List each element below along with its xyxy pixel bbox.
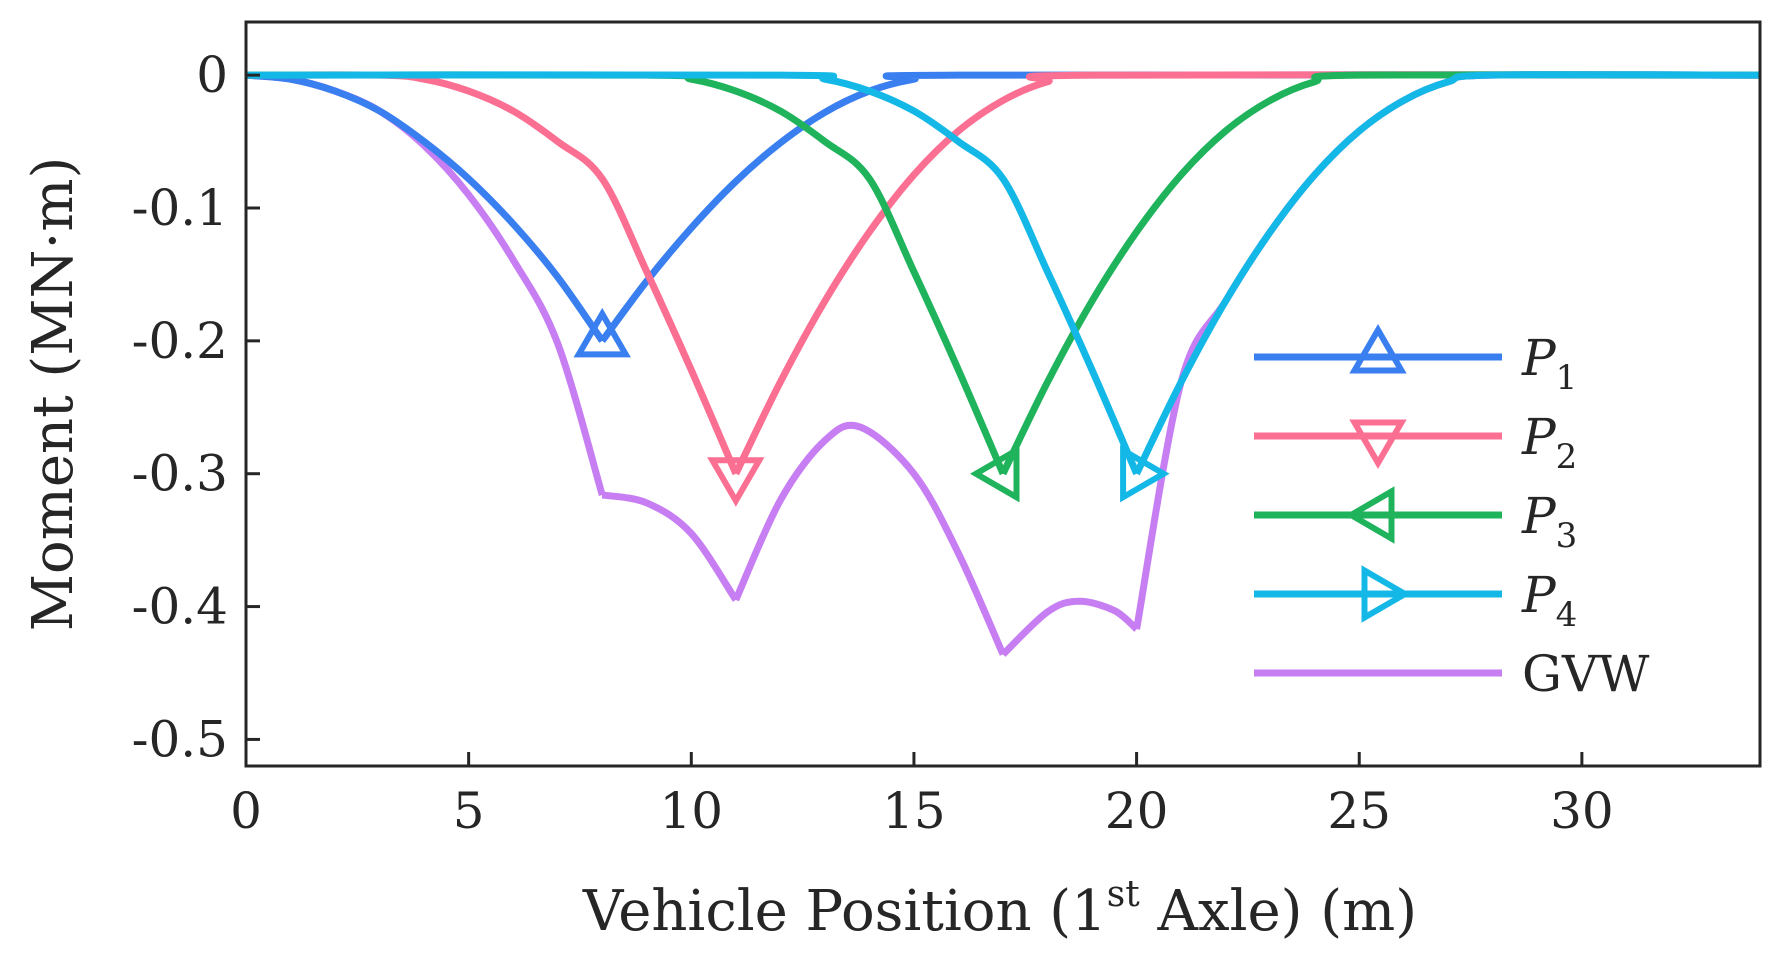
series-marker-p2 bbox=[707, 457, 765, 507]
x-axis-label-main: Vehicle Position (1 bbox=[582, 879, 1107, 944]
x-axis-ticks: 0 5 10 15 20 25 30 bbox=[230, 752, 1614, 840]
marker-layer bbox=[573, 307, 1170, 507]
y-tick-label: -0.3 bbox=[132, 445, 228, 503]
y-tick-label: -0.1 bbox=[132, 179, 228, 237]
legend-label: P4 bbox=[1521, 566, 1577, 635]
legend-label-main: P bbox=[1521, 329, 1557, 387]
x-tick-label: 0 bbox=[230, 782, 262, 840]
legend-item: GVW bbox=[1254, 645, 1650, 703]
legend-label-main: P bbox=[1521, 487, 1557, 545]
legend-label-main: GVW bbox=[1522, 645, 1650, 703]
legend-item: P3 bbox=[1254, 486, 1577, 556]
x-axis-label: Vehicle Position (1st Axle) (m) bbox=[582, 874, 1417, 944]
legend-label: P2 bbox=[1521, 408, 1577, 477]
x-tick-label: 10 bbox=[659, 782, 723, 840]
legend-label-main: P bbox=[1521, 566, 1557, 624]
series-marker-p3 bbox=[970, 445, 1020, 503]
legend-marker bbox=[1345, 486, 1395, 544]
legend-label-main: P bbox=[1521, 408, 1557, 466]
y-tick-label: 0 bbox=[196, 46, 228, 104]
legend-marker bbox=[1349, 419, 1407, 469]
legend-item: P2 bbox=[1254, 408, 1577, 477]
legend-label: P3 bbox=[1521, 487, 1577, 556]
y-axis-label: Moment (MN·m) bbox=[21, 157, 86, 632]
series-line-gvw bbox=[245, 71, 1761, 657]
legend-item: P1 bbox=[1254, 324, 1577, 398]
series-marker-p1 bbox=[573, 307, 631, 358]
y-tick-label: -0.2 bbox=[132, 312, 228, 370]
series-layer bbox=[245, 71, 1761, 657]
y-tick-label: -0.5 bbox=[132, 710, 228, 768]
legend-label-sub: 4 bbox=[1556, 595, 1578, 635]
legend-label: GVW bbox=[1522, 645, 1650, 703]
series-marker-p4 bbox=[1120, 445, 1170, 503]
legend-label-sub: 3 bbox=[1556, 516, 1578, 556]
x-tick-label: 20 bbox=[1105, 782, 1169, 840]
x-tick-label: 5 bbox=[453, 782, 485, 840]
legend-marker bbox=[1349, 324, 1407, 374]
legend-item: P4 bbox=[1254, 565, 1577, 635]
x-tick-label: 15 bbox=[882, 782, 946, 840]
legend-marker bbox=[1361, 565, 1411, 623]
legend-label-sub: 1 bbox=[1556, 358, 1578, 398]
x-tick-label: 30 bbox=[1550, 782, 1614, 840]
x-axis-label-tail: Axle) (m) bbox=[1140, 879, 1417, 944]
y-axis-ticks: 0 -0.1 -0.2 -0.3 -0.4 -0.5 bbox=[132, 46, 260, 768]
series-line-p4 bbox=[245, 71, 1761, 476]
x-axis-label-sup: st bbox=[1107, 874, 1140, 915]
y-tick-label: -0.4 bbox=[132, 578, 228, 636]
plot-frame bbox=[244, 20, 1762, 768]
legend-label: P1 bbox=[1521, 329, 1577, 398]
x-tick-label: 25 bbox=[1327, 782, 1391, 840]
legend-label-sub: 2 bbox=[1556, 437, 1578, 477]
